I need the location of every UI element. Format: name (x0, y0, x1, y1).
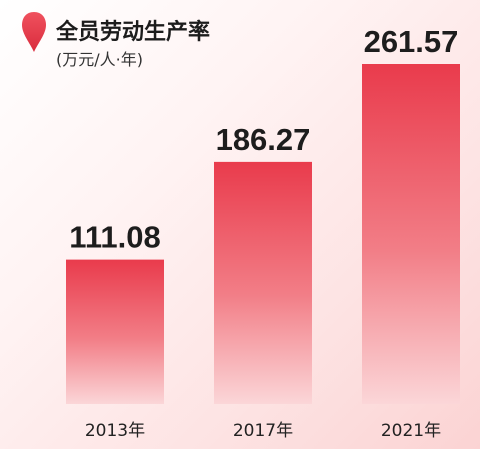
value-labels-group: 111.08 186.27 261.57 (69, 24, 458, 255)
x-label-2: 2021年 (381, 421, 441, 441)
x-label-0: 2013年 (85, 421, 145, 441)
chart-title: 全员劳动生产率 (56, 20, 211, 45)
map-pin-icon (22, 12, 46, 52)
x-axis-labels-group: 2013年 2017年 2021年 (85, 421, 441, 441)
bar-0 (66, 259, 164, 404)
bar-2 (362, 64, 460, 404)
bar-1 (214, 161, 312, 404)
chart-unit: (万元/人·年) (56, 50, 143, 69)
value-label-0: 111.08 (69, 220, 160, 255)
bars-group (66, 64, 460, 404)
x-label-1: 2017年 (233, 421, 293, 441)
value-label-1: 186.27 (216, 122, 311, 157)
value-label-2: 261.57 (364, 24, 459, 59)
